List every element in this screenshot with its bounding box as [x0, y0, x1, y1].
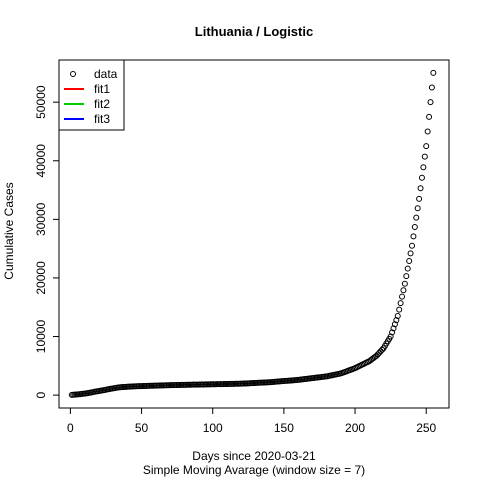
data-point — [404, 265, 411, 272]
data-point — [424, 128, 431, 135]
legend-label-fit1: fit1 — [94, 82, 110, 96]
y-tick-label: 30000 — [34, 202, 48, 236]
data-points — [68, 69, 437, 398]
y-tick-label: 40000 — [34, 144, 48, 178]
data-point — [408, 242, 415, 249]
legend-label-fit2: fit2 — [94, 97, 110, 111]
legend-symbol-data — [70, 71, 76, 77]
data-point — [423, 143, 430, 150]
data-point — [400, 287, 407, 294]
data-point — [421, 153, 428, 160]
y-tick-label: 10000 — [34, 320, 48, 354]
data-point — [401, 280, 408, 287]
data-point — [426, 113, 433, 120]
y-axis-label: Cumulative Cases — [2, 182, 16, 279]
data-point — [428, 84, 435, 91]
data-point — [407, 250, 414, 257]
legend: data fit1 fit2 fit3 — [58, 59, 125, 131]
data-point — [413, 214, 420, 221]
data-point — [416, 195, 423, 202]
x-axis-sublabel: Simple Moving Avarage (window size = 7) — [143, 463, 365, 477]
chart-title: Lithuania / Logistic — [195, 24, 313, 39]
x-tick-label: 250 — [416, 421, 436, 435]
x-tick-label: 0 — [67, 421, 74, 435]
x-tick-label: 100 — [203, 421, 223, 435]
legend-label-fit3: fit3 — [94, 112, 110, 126]
legend-label-data: data — [94, 67, 118, 81]
x-tick-label: 50 — [135, 421, 149, 435]
data-point — [411, 223, 418, 230]
data-point — [397, 300, 404, 307]
y-axis: 0 10000 20000 30000 40000 50000 — [34, 85, 60, 398]
data-point — [410, 233, 417, 240]
x-axis-label: Days since 2020-03-21 — [192, 449, 316, 463]
data-point — [418, 174, 425, 181]
x-tick-label: 150 — [274, 421, 294, 435]
data-point — [396, 306, 403, 313]
data-point — [379, 346, 386, 353]
data-point — [414, 205, 421, 212]
x-tick-label: 200 — [345, 421, 365, 435]
y-tick-label: 50000 — [34, 85, 48, 119]
data-point — [427, 99, 434, 106]
x-axis: 0 50 100 150 200 250 — [67, 407, 437, 435]
data-point — [406, 257, 413, 264]
y-tick-label: 0 — [34, 391, 48, 398]
data-point — [417, 185, 424, 192]
data-point — [394, 313, 401, 320]
data-point — [399, 293, 406, 300]
y-tick-label: 20000 — [34, 261, 48, 295]
data-point — [403, 273, 410, 280]
data-point — [420, 164, 427, 171]
data-point — [430, 69, 437, 76]
